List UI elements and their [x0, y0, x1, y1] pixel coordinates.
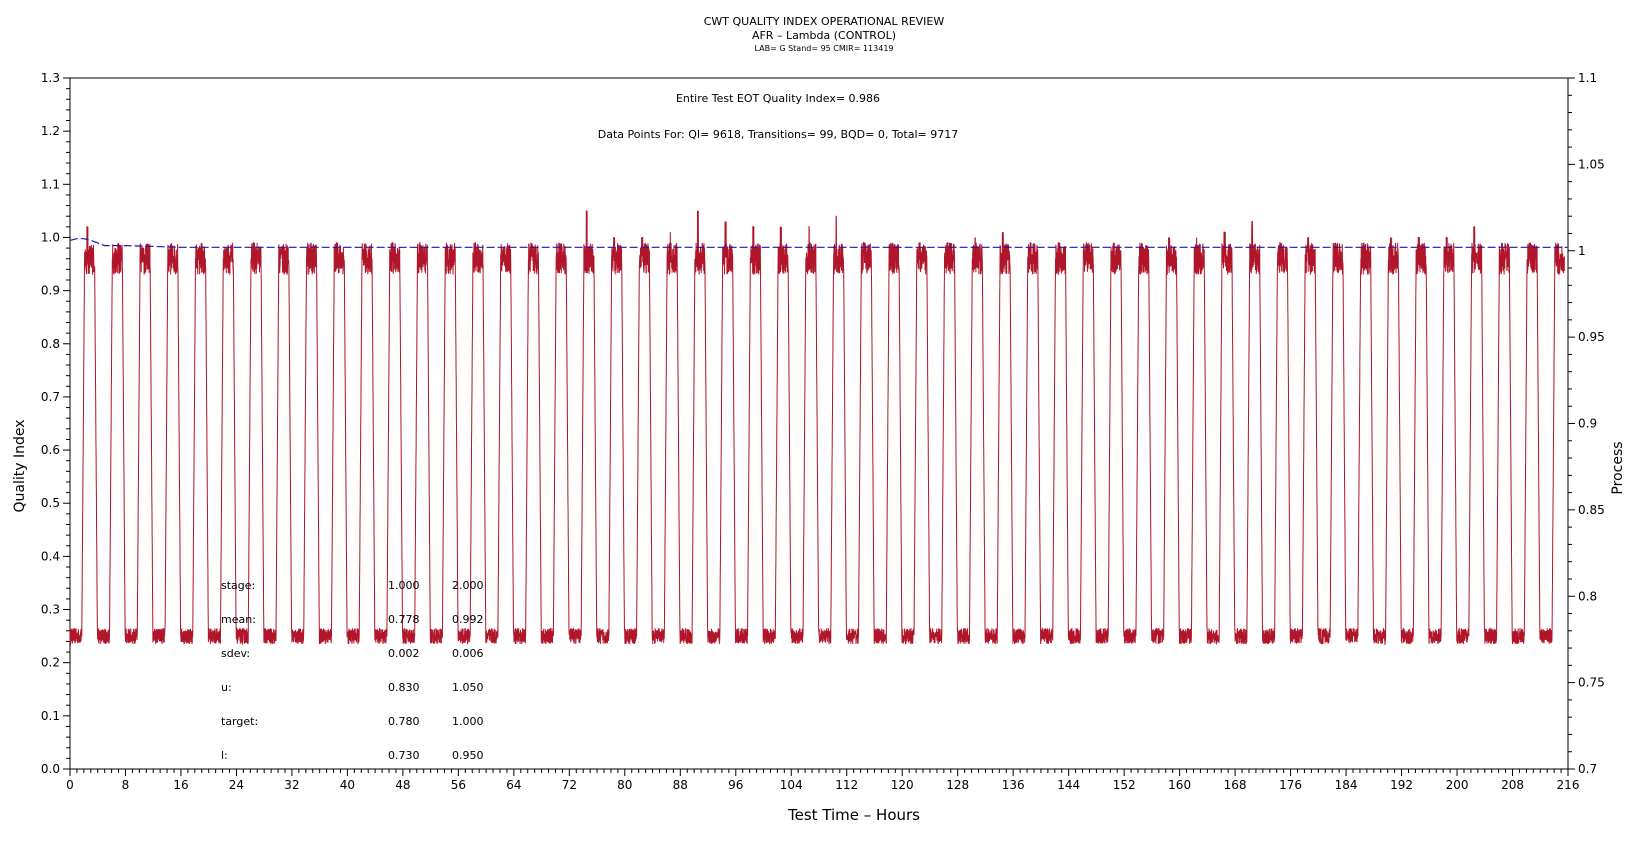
stats-label: target: [221, 715, 258, 728]
x-tick-label: 0 [66, 778, 74, 792]
chart-lab-info: LAB= G Stand= 95 CMIR= 113419 [754, 44, 894, 53]
x-tick-label: 168 [1224, 778, 1247, 792]
x-tick-label: 136 [1002, 778, 1025, 792]
y2-tick-label: 1.05 [1578, 157, 1605, 171]
x-tick-label: 104 [780, 778, 803, 792]
x-tick-label: 72 [562, 778, 577, 792]
y2-tick-label: 0.75 [1578, 676, 1605, 690]
y-tick-label: 0.2 [41, 656, 60, 670]
y-tick-label: 1.1 [41, 177, 60, 191]
x-tick-label: 152 [1113, 778, 1136, 792]
y2-tick-label: 1.1 [1578, 71, 1597, 85]
stats-stage2-value: 0.006 [452, 647, 484, 660]
x-tick-label: 96 [728, 778, 743, 792]
y-tick-label: 1.2 [41, 124, 60, 138]
stats-stage2-value: 1.000 [452, 715, 484, 728]
plot-frame [69, 77, 1569, 770]
x-axis-label: Test Time – Hours [788, 806, 920, 824]
x-tick-label: 216 [1557, 778, 1580, 792]
y2-tick-label: 0.8 [1578, 589, 1597, 603]
x-tick-label: 112 [835, 778, 858, 792]
y-tick-label: 0.3 [41, 603, 60, 617]
quality-index-series [69, 210, 1565, 646]
stats-label: l: [221, 749, 228, 762]
y2-tick-label: 1 [1578, 244, 1586, 258]
y-tick-label: 0.8 [41, 337, 60, 351]
eot-quality-index-annotation: Entire Test EOT Quality Index= 0.986 [676, 92, 880, 105]
x-tick-label: 200 [1446, 778, 1469, 792]
y-tick-label: 0.4 [41, 549, 60, 563]
x-tick-label: 16 [173, 778, 188, 792]
stats-stage2-value: 1.050 [452, 681, 484, 694]
y-tick-label: 1.3 [41, 71, 60, 85]
x-tick-label: 176 [1279, 778, 1302, 792]
x-tick-label: 24 [229, 778, 244, 792]
x-tick-label: 56 [451, 778, 466, 792]
stats-stage1-value: 0.830 [388, 681, 420, 694]
stats-stage1-value: 0.778 [388, 613, 420, 626]
y-tick-label: 0.6 [41, 443, 60, 457]
x-tick-label: 80 [617, 778, 632, 792]
x-tick-label: 32 [284, 778, 299, 792]
stats-stage2-value: 0.950 [452, 749, 484, 762]
x-tick-label: 8 [122, 778, 130, 792]
data-points-annotation: Data Points For: QI= 9618, Transitions= … [598, 128, 959, 141]
x-tick-label: 208 [1501, 778, 1524, 792]
y-tick-label: 0.7 [41, 390, 60, 404]
y-axis-label: Quality Index [12, 419, 28, 513]
y-tick-label: 0.0 [41, 762, 60, 776]
stats-label: sdev: [221, 647, 250, 660]
y2-axis-label: Process [1610, 441, 1626, 495]
stats-stage1-value: 1.000 [388, 579, 420, 592]
stats-stage1-value: 0.730 [388, 749, 420, 762]
x-tick-label: 192 [1390, 778, 1413, 792]
x-tick-label: 120 [891, 778, 914, 792]
y2-tick-label: 0.95 [1578, 330, 1605, 344]
y2-tick-label: 0.85 [1578, 503, 1605, 517]
stats-stage2-value: 0.992 [452, 613, 484, 626]
chart-title: CWT QUALITY INDEX OPERATIONAL REVIEW [703, 15, 945, 28]
stats-stage2-value: 2.000 [452, 579, 484, 592]
stats-label: u: [221, 681, 232, 694]
x-tick-label: 40 [340, 778, 355, 792]
chart-subtitle: AFR – Lambda (CONTROL) [751, 29, 897, 42]
y-tick-label: 0.1 [41, 709, 60, 723]
x-tick-label: 128 [946, 778, 969, 792]
y-tick-label: 1.0 [41, 230, 60, 244]
y2-tick-label: 0.9 [1578, 417, 1597, 431]
stats-stage1-value: 0.780 [388, 715, 420, 728]
stats-stage1-value: 0.002 [388, 647, 420, 660]
x-tick-label: 48 [395, 778, 410, 792]
x-tick-label: 64 [506, 778, 521, 792]
y2-tick-label: 0.7 [1578, 762, 1597, 776]
x-tick-label: 144 [1057, 778, 1080, 792]
stats-label: stage: [221, 579, 255, 592]
x-tick-label: 184 [1335, 778, 1358, 792]
process-series [69, 238, 1568, 248]
stats-label: mean: [221, 613, 256, 626]
y-tick-label: 0.5 [41, 496, 60, 510]
y-tick-label: 0.9 [41, 284, 60, 298]
x-tick-label: 160 [1168, 778, 1191, 792]
x-tick-label: 88 [673, 778, 688, 792]
